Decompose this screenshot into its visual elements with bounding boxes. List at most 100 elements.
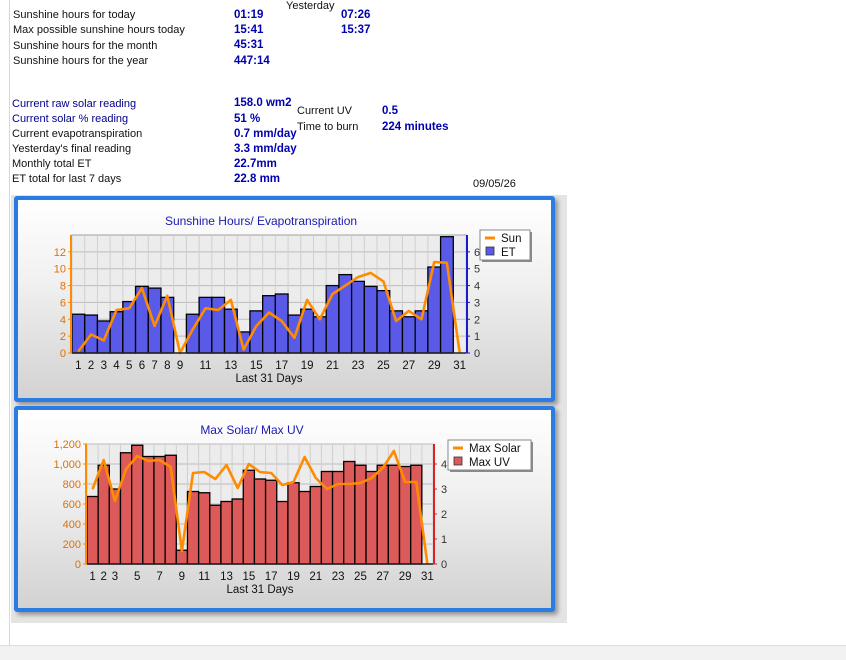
- line-point: [371, 477, 373, 479]
- x-tick-label: 15: [242, 571, 255, 583]
- x-tick-label: 19: [301, 360, 314, 372]
- y-tick-label-right: 1: [441, 534, 447, 546]
- bar-max-uv: [231, 498, 244, 565]
- line-point: [192, 328, 194, 330]
- x-tick-label: 3: [112, 571, 118, 583]
- bar-max-uv: [309, 485, 323, 565]
- burn-value: 224 minutes: [382, 121, 449, 133]
- line-point: [181, 550, 183, 552]
- stat-label: Current raw solar reading: [12, 98, 137, 110]
- line-point: [242, 349, 245, 351]
- y-tick-label-right: 0: [474, 348, 480, 360]
- line-point: [319, 318, 321, 320]
- x-tick-label: 6: [139, 360, 145, 372]
- y-tick-label-right: 1: [474, 331, 480, 343]
- solar-uv-chart: Max Solar/ Max UV 0 200 400 600 800 1,000 1,200…: [53, 423, 533, 596]
- line-point: [331, 293, 334, 295]
- y-tick-label-left: 2: [60, 331, 66, 343]
- y-tick-label-right: 5: [474, 264, 480, 276]
- line-point: [214, 478, 216, 480]
- legend-label: Max Solar: [469, 443, 521, 455]
- legend-label: ET: [501, 247, 516, 259]
- x-tick-label: 9: [177, 360, 183, 372]
- stat-value: 0.7 mm/day: [234, 128, 297, 140]
- x-tick-label: 17: [265, 571, 278, 583]
- stat-value: 01:19: [234, 9, 264, 21]
- x-tick-label: 11: [198, 571, 210, 583]
- line-point: [103, 339, 105, 341]
- legend-label: Max UV: [469, 457, 510, 469]
- bar-max-uv: [365, 470, 378, 565]
- line-point: [128, 307, 130, 309]
- line-point: [393, 450, 395, 452]
- line-point: [348, 483, 350, 485]
- line-point: [382, 467, 384, 469]
- x-tick-label: 5: [126, 360, 132, 372]
- x-tick-label: 15: [250, 360, 263, 372]
- line-point: [166, 295, 168, 297]
- y-tick-label-left: 600: [63, 499, 81, 511]
- bar-et: [401, 316, 416, 354]
- bar-et: [350, 280, 365, 354]
- stat-value: 3.3 mm/day: [234, 143, 297, 155]
- x-tick-label: 31: [421, 571, 434, 583]
- line-point: [158, 459, 161, 461]
- stat-value: 45:31: [234, 39, 264, 51]
- bar-max-uv: [142, 455, 155, 565]
- line-point: [370, 272, 372, 274]
- bar-et: [363, 285, 378, 354]
- line-point: [154, 325, 156, 327]
- x-tick-label: 3: [101, 360, 107, 372]
- burn-label: Time to burn: [297, 121, 359, 133]
- bar-max-uv: [197, 492, 211, 565]
- line-point: [408, 310, 410, 312]
- sunshine-et-panel: Sunshine Hours/ Evapotranspiration 0 2 4 6 8 1…: [14, 196, 555, 402]
- line-point: [415, 481, 417, 483]
- line-point: [268, 311, 270, 314]
- line-point: [293, 337, 296, 339]
- bar-max-uv: [387, 464, 401, 565]
- line-point: [315, 477, 317, 479]
- bar-max-uv: [220, 500, 233, 565]
- x-tick-label: 2: [101, 571, 107, 583]
- page-footer-strip: [0, 645, 846, 660]
- x-tick-label: 5: [134, 571, 140, 583]
- line-point: [103, 459, 105, 461]
- page-left-edge: [9, 0, 10, 645]
- line-point: [114, 500, 116, 502]
- line-point: [192, 472, 194, 474]
- y-tick-label-left: 6: [60, 297, 66, 309]
- y-tick-label-left: 1,200: [53, 439, 81, 451]
- stat-yesterday-value: 07:26: [341, 9, 371, 21]
- bar-max-uv: [153, 455, 166, 565]
- chart-title: Sunshine Hours/ Evapotranspiration: [165, 214, 357, 228]
- y-tick-label-right: 2: [474, 314, 480, 326]
- x-tick-label: 23: [352, 360, 365, 372]
- line-point: [395, 320, 397, 322]
- line-point: [90, 333, 92, 336]
- x-tick-label: 4: [113, 360, 120, 372]
- x-tick-label: 27: [402, 360, 415, 372]
- line-point: [292, 481, 295, 483]
- bar-et: [312, 316, 327, 354]
- bar-et: [147, 287, 162, 354]
- line-point: [230, 299, 232, 301]
- y-tick-label-right: 3: [441, 484, 447, 496]
- uv-label: Current UV: [297, 105, 353, 117]
- x-tick-label: 7: [156, 571, 162, 583]
- legend-bar-swatch: [485, 246, 495, 256]
- x-tick-label: 17: [275, 360, 288, 372]
- bar-max-uv: [264, 479, 278, 565]
- line-point: [270, 472, 272, 474]
- y-tick-label-left: 4: [60, 314, 66, 326]
- y-tick-label-left: 8: [60, 281, 66, 293]
- stat-label: Sunshine hours for the year: [13, 55, 149, 67]
- bar-max-uv: [376, 464, 390, 565]
- line-point: [281, 320, 283, 322]
- x-tick-label: 25: [354, 571, 367, 583]
- x-tick-label: 1: [75, 360, 81, 372]
- x-tick-label: 21: [326, 360, 339, 372]
- line-point: [382, 280, 384, 282]
- stat-label: Current evapotranspiration: [12, 128, 143, 140]
- stat-yesterday-value: 15:37: [341, 24, 371, 36]
